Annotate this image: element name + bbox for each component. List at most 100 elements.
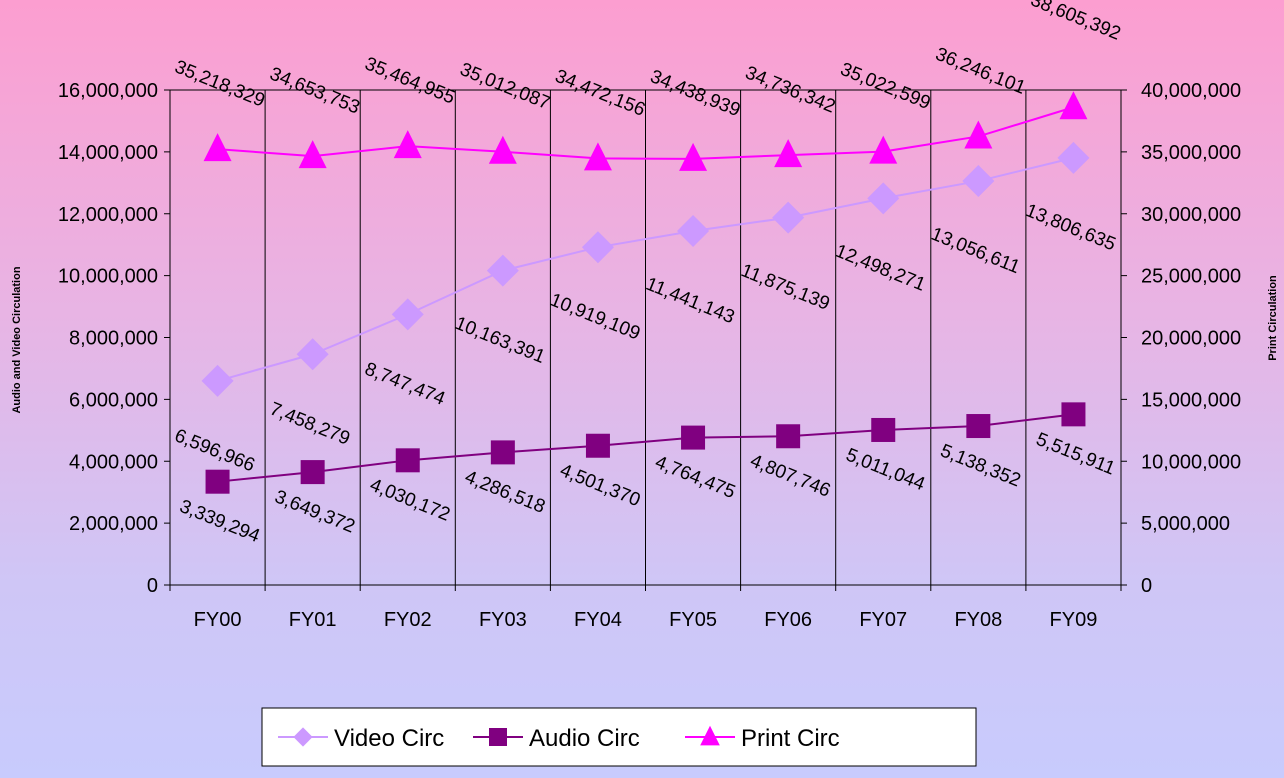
data-point-triangle <box>203 133 232 162</box>
x-tick-label: FY02 <box>384 609 432 631</box>
legend: Video Circ Audio Circ Print Circ <box>261 707 977 767</box>
data-point-triangle <box>774 139 803 168</box>
legend-marker-triangle <box>700 725 720 746</box>
series-print-circ <box>203 91 1088 171</box>
left-tick-label: 4,000,000 <box>69 451 158 473</box>
data-label: 13,056,611 <box>928 224 1023 279</box>
data-point-triangle <box>964 120 993 149</box>
x-tick-label: FY06 <box>764 609 812 631</box>
left-tick-label: 14,000,000 <box>58 142 158 164</box>
data-point-diamond <box>201 364 234 397</box>
right-tick-label: 0 <box>1141 575 1152 597</box>
x-tick-label: FY01 <box>289 609 337 631</box>
left-tick-label: 12,000,000 <box>58 204 158 226</box>
legend-item: Video Circ <box>278 725 444 752</box>
series-line <box>217 106 1074 160</box>
data-point-square <box>1061 402 1086 427</box>
x-tick-label: FY09 <box>1050 609 1098 631</box>
legend-item: Print Circ <box>685 725 840 752</box>
right-tick-label: 30,000,000 <box>1141 204 1241 226</box>
left-tick-label: 8,000,000 <box>69 328 158 350</box>
x-tick-label: FY00 <box>194 609 242 631</box>
data-label: 4,764,475 <box>652 452 738 503</box>
legend-label: Audio Circ <box>529 725 640 752</box>
data-point-square <box>205 469 230 494</box>
series-group <box>201 91 1090 494</box>
legend-label: Video Circ <box>334 725 444 752</box>
data-label: 13,806,635 <box>1022 200 1118 255</box>
data-label: 35,218,329 <box>172 57 268 112</box>
data-label: 34,472,156 <box>552 66 648 121</box>
data-point-triangle <box>393 130 422 159</box>
data-label: 3,339,294 <box>176 496 263 547</box>
data-label: 3,649,372 <box>272 486 358 537</box>
data-label: 34,653,753 <box>267 64 363 119</box>
data-label: 5,515,911 <box>1033 429 1118 480</box>
data-point-diamond <box>581 231 614 264</box>
data-point-triangle <box>488 135 517 164</box>
legend-box <box>261 707 977 767</box>
data-label: 35,464,955 <box>362 53 458 108</box>
data-point-square <box>966 414 991 439</box>
legend-marker-diamond <box>293 727 313 747</box>
x-tick-label: FY08 <box>954 609 1002 631</box>
right-tick-label: 10,000,000 <box>1141 451 1241 473</box>
data-label: 36,246,101 <box>932 44 1028 99</box>
right-tick-label: 25,000,000 <box>1141 266 1241 288</box>
data-point-square <box>871 417 896 442</box>
left-tick-label: 2,000,000 <box>69 513 158 535</box>
series-video-circ <box>201 141 1090 397</box>
data-label: 4,501,370 <box>557 460 643 511</box>
data-label: 10,919,109 <box>547 290 643 345</box>
legend-label: Print Circ <box>741 725 840 752</box>
data-label: 8,747,474 <box>362 359 449 410</box>
right-axis-ticks: 0 5,000,000 10,000,000 15,000,000 20,000,000… <box>1121 80 1241 597</box>
x-tick-label: FY05 <box>669 609 717 631</box>
data-point-diamond <box>677 215 710 248</box>
x-tick-label: FY03 <box>479 609 527 631</box>
x-axis-ticks: FY00 FY01 FY02 FY03 FY04 FY05 FY06 FY07 FY08 FY09 <box>194 609 1098 631</box>
data-point-triangle <box>298 140 327 169</box>
data-label: 35,022,599 <box>837 59 933 114</box>
data-point-diamond <box>772 201 805 234</box>
left-tick-label: 0 <box>147 575 158 597</box>
right-tick-label: 15,000,000 <box>1141 389 1241 411</box>
left-axis-ticks: 0 2,000,000 4,000,000 6,000,000 8,000,000 10,… <box>58 80 170 597</box>
data-label: 34,438,939 <box>647 66 743 121</box>
data-label: 6,596,966 <box>171 425 257 476</box>
right-axis-title: Print Circulation <box>1267 275 1279 361</box>
data-point-diamond <box>391 298 424 331</box>
data-point-triangle <box>679 142 708 171</box>
series-line <box>217 156 1074 382</box>
data-point-square <box>395 448 420 473</box>
legend-marker-square <box>489 728 507 746</box>
series-line <box>217 413 1074 483</box>
data-point-square <box>300 460 325 485</box>
right-tick-label: 20,000,000 <box>1141 328 1241 350</box>
data-point-triangle <box>1059 91 1088 120</box>
data-point-triangle <box>869 135 898 164</box>
series-audio-circ <box>205 402 1086 494</box>
right-tick-label: 35,000,000 <box>1141 142 1241 164</box>
data-point-diamond <box>1057 141 1090 174</box>
data-label: 5,138,352 <box>937 440 1023 491</box>
data-point-diamond <box>296 338 329 371</box>
data-point-square <box>585 433 610 458</box>
data-point-square <box>490 440 515 465</box>
data-label: 5,011,044 <box>843 445 928 496</box>
data-label: 4,286,518 <box>462 467 548 518</box>
left-axis-title: Audio and Video Circulation <box>11 266 23 413</box>
data-label: 7,458,279 <box>267 399 353 450</box>
data-label: 11,441,143 <box>643 274 738 329</box>
data-point-diamond <box>962 165 995 198</box>
data-label: 35,012,087 <box>457 59 553 114</box>
data-label: 4,030,172 <box>367 475 453 526</box>
data-point-diamond <box>486 254 519 287</box>
right-tick-label: 5,000,000 <box>1141 513 1230 535</box>
data-point-square <box>681 425 706 450</box>
data-label: 11,875,139 <box>738 260 833 315</box>
data-label: 12,498,271 <box>832 241 928 296</box>
data-point-diamond <box>867 182 900 215</box>
legend-item: Audio Circ <box>473 725 640 752</box>
